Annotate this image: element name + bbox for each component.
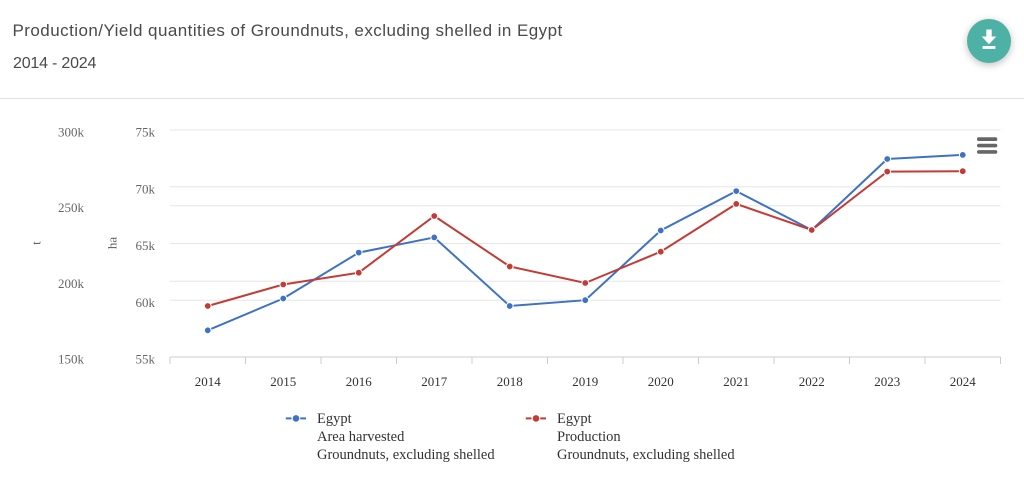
svg-text:60k: 60k bbox=[136, 295, 156, 310]
svg-text:150k: 150k bbox=[58, 352, 85, 367]
svg-text:ha: ha bbox=[105, 237, 120, 250]
svg-text:200k: 200k bbox=[58, 276, 85, 291]
svg-text:Production: Production bbox=[557, 429, 621, 445]
svg-text:300k: 300k bbox=[58, 125, 85, 140]
svg-text:2018: 2018 bbox=[497, 374, 523, 389]
svg-text:75k: 75k bbox=[136, 125, 156, 140]
svg-text:70k: 70k bbox=[136, 181, 156, 196]
svg-text:2017: 2017 bbox=[421, 374, 448, 389]
svg-text:Egypt: Egypt bbox=[317, 411, 352, 427]
svg-text:2014: 2014 bbox=[195, 374, 222, 389]
svg-text:2019: 2019 bbox=[572, 374, 598, 389]
svg-text:2022: 2022 bbox=[799, 374, 825, 389]
svg-text:2015: 2015 bbox=[270, 374, 296, 389]
svg-text:2021: 2021 bbox=[723, 374, 749, 389]
svg-text:2016: 2016 bbox=[346, 374, 373, 389]
svg-text:250k: 250k bbox=[58, 200, 85, 215]
svg-text:55k: 55k bbox=[136, 352, 156, 367]
svg-text:Groundnuts, excluding shelled: Groundnuts, excluding shelled bbox=[557, 447, 735, 463]
svg-text:Egypt: Egypt bbox=[557, 411, 592, 427]
svg-text:2024: 2024 bbox=[950, 374, 977, 389]
svg-text:2023: 2023 bbox=[874, 374, 900, 389]
svg-text:2020: 2020 bbox=[648, 374, 674, 389]
svg-text:t: t bbox=[29, 241, 44, 245]
svg-text:65k: 65k bbox=[136, 238, 156, 253]
svg-text:Groundnuts, excluding shelled: Groundnuts, excluding shelled bbox=[317, 447, 495, 463]
svg-text:Area harvested: Area harvested bbox=[317, 429, 405, 445]
